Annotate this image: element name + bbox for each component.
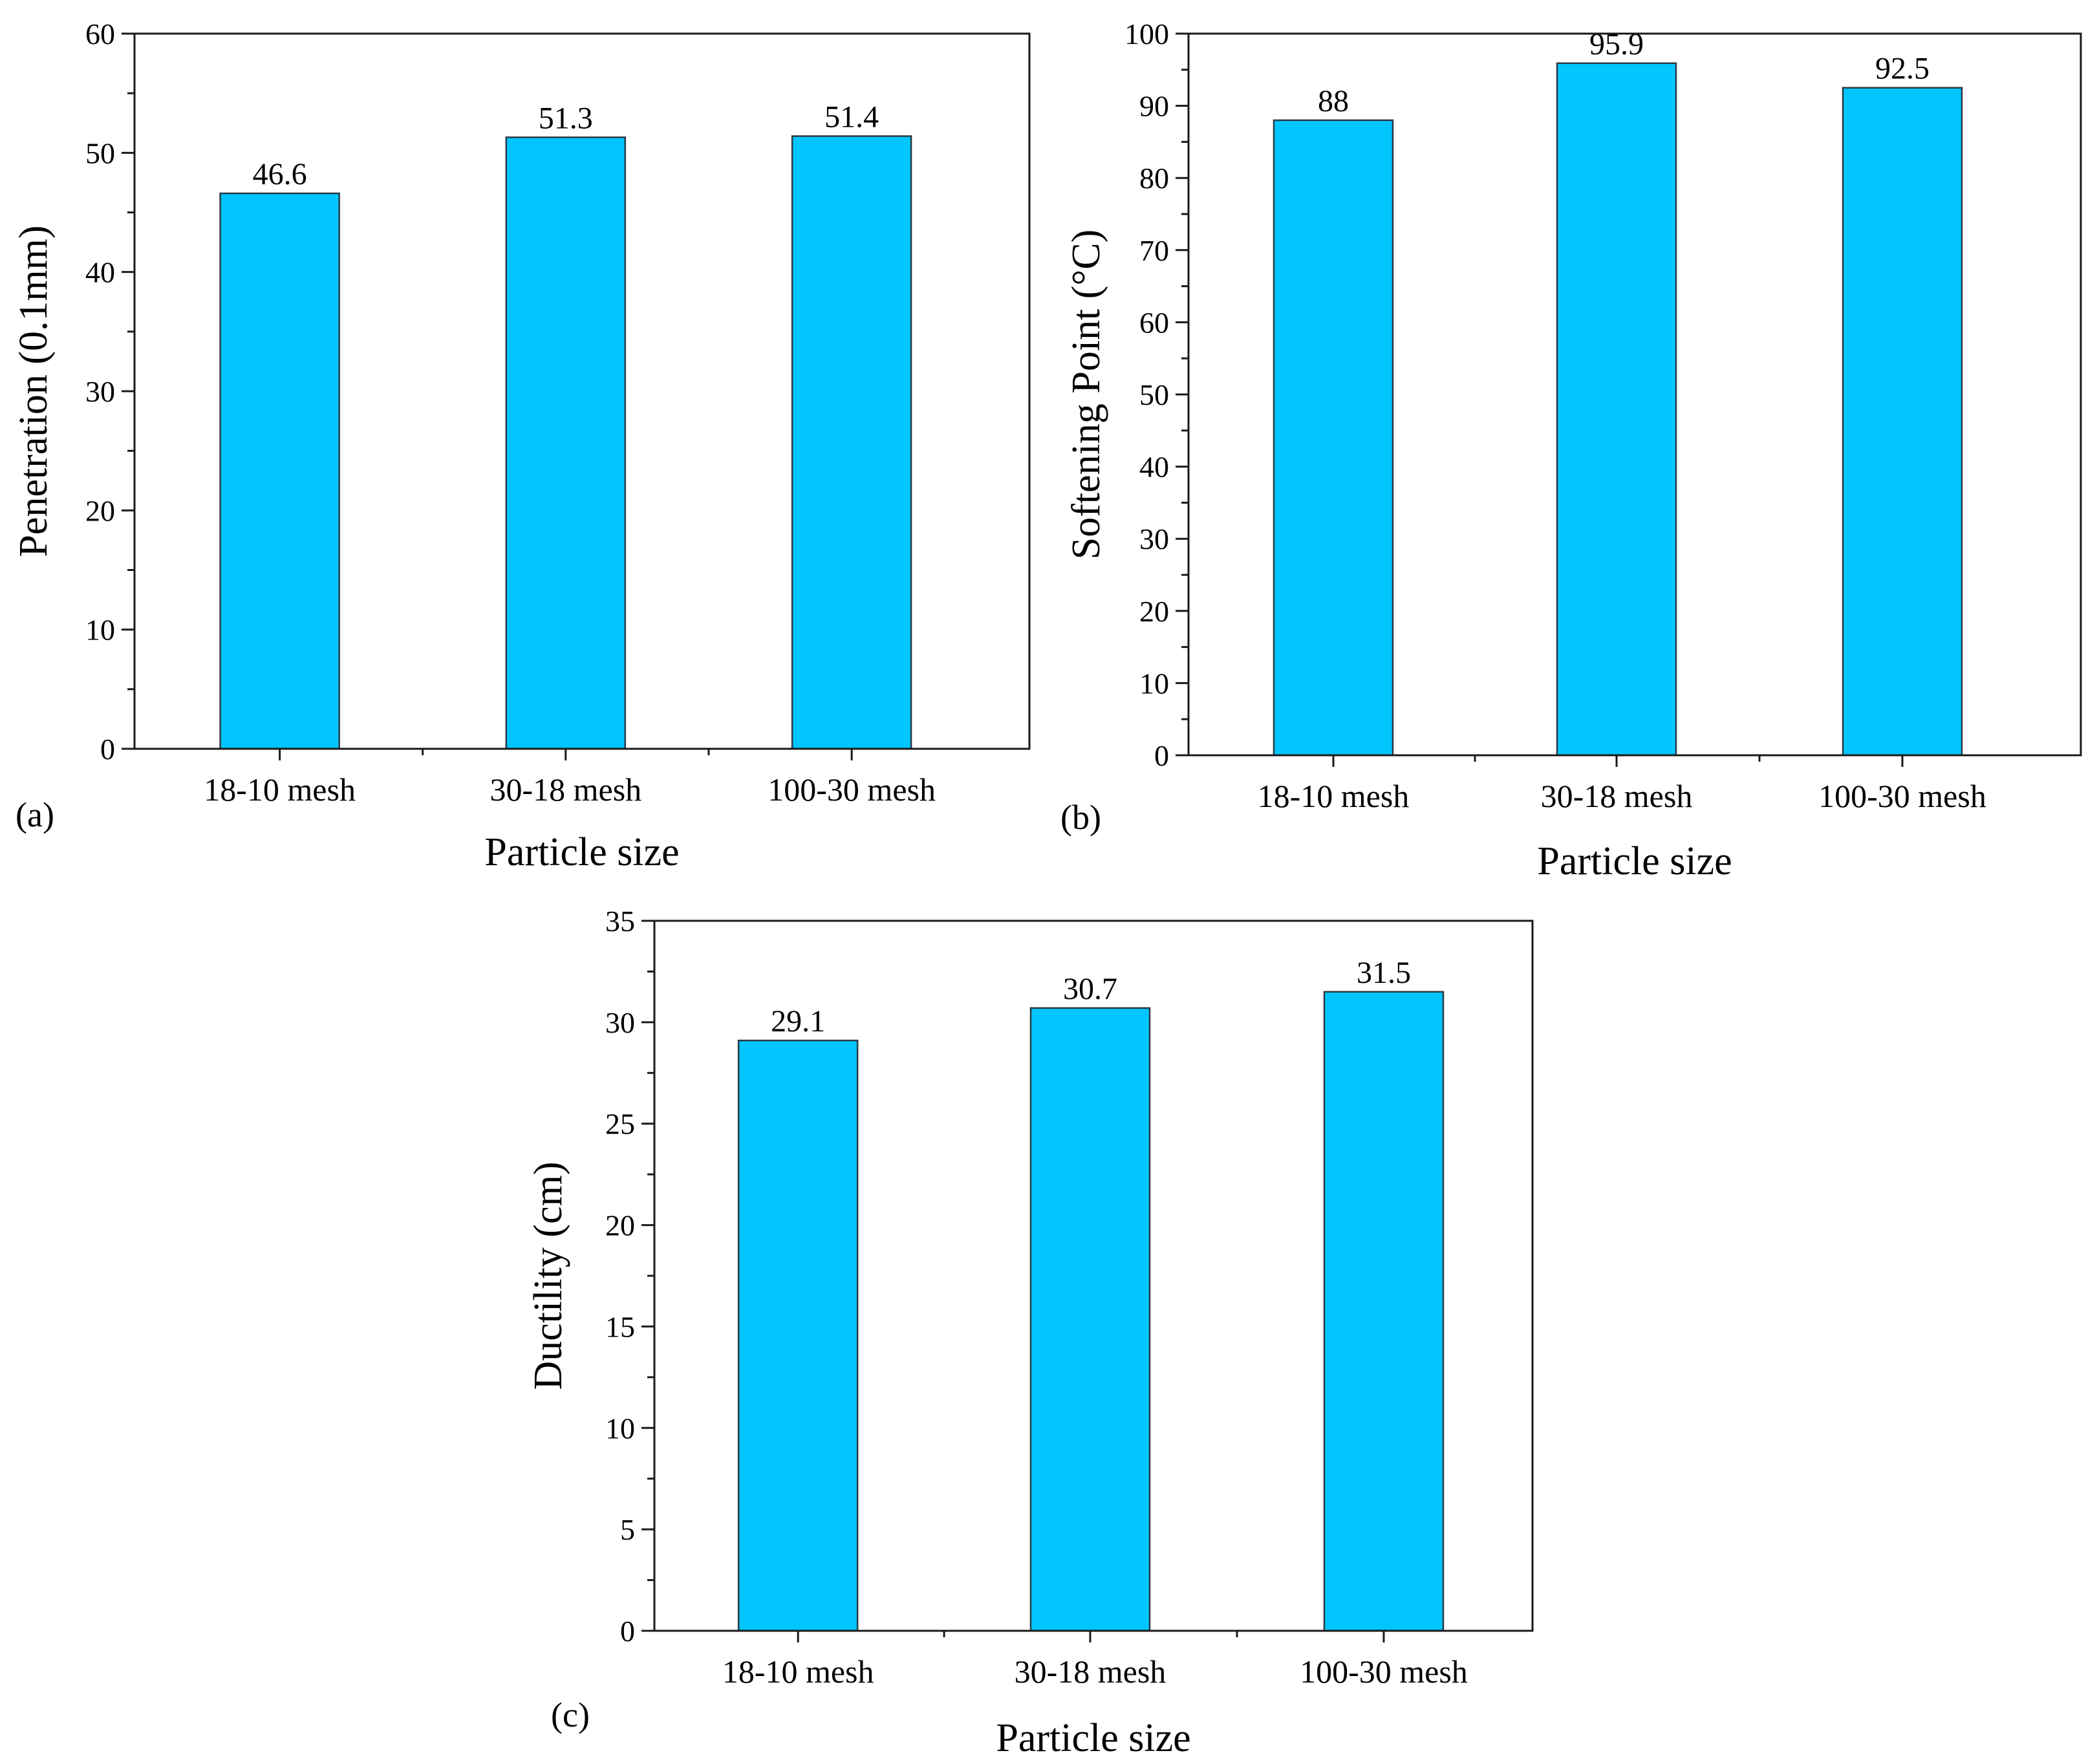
x-axis-title: Particle size bbox=[996, 1716, 1190, 1760]
y-tick-label-10: 10 bbox=[605, 1412, 635, 1445]
y-tick-label-10: 10 bbox=[85, 614, 115, 647]
y-tick-label-40: 40 bbox=[85, 256, 115, 289]
x-tick-label-3: 100-30 mesh bbox=[1300, 1653, 1468, 1690]
y-tick-label-90: 90 bbox=[1139, 90, 1169, 123]
y-tick-label-100: 100 bbox=[1124, 17, 1169, 50]
y-tick-label-5: 5 bbox=[620, 1513, 635, 1546]
y-tick-label-60: 60 bbox=[85, 17, 115, 50]
x-tick-label-3: 100-30 mesh bbox=[1818, 778, 1986, 814]
x-tick-label-2: 30-18 mesh bbox=[1541, 778, 1693, 814]
x-tick-label-1: 18-10 mesh bbox=[204, 771, 356, 808]
plot-frame bbox=[653, 920, 1534, 1632]
y-tick-label-0: 0 bbox=[1154, 739, 1169, 772]
y-tick-label-60: 60 bbox=[1139, 306, 1169, 339]
value-label-3: 51.4 bbox=[824, 100, 879, 134]
value-label-1: 29.1 bbox=[771, 1004, 825, 1038]
y-tick-label-20: 20 bbox=[85, 494, 115, 527]
x-tick-label-2: 30-18 mesh bbox=[1015, 1653, 1167, 1690]
bar-3 bbox=[791, 135, 912, 750]
plot-frame bbox=[133, 32, 1031, 750]
panel-b-softening-point-chart: 88 18-10 mesh 95.9 30-18 mesh 92.5 100-30 mes… bbox=[1060, 17, 2082, 883]
value-label-2: 51.3 bbox=[539, 101, 593, 135]
y-tick-label-10: 10 bbox=[1139, 667, 1169, 700]
bar-3 bbox=[1842, 87, 1963, 757]
value-label-1: 46.6 bbox=[253, 157, 307, 191]
x-tick-label-3: 100-30 mesh bbox=[768, 771, 936, 808]
y-tick-label-0: 0 bbox=[620, 1615, 635, 1648]
y-tick-label-50: 50 bbox=[85, 136, 115, 169]
panel-a-penetration-chart: 46.6 18-10 mesh 51.3 30-18 mesh 51.4 100-30 m… bbox=[12, 17, 1031, 874]
x-axis-title: Particle size bbox=[1537, 839, 1732, 883]
y-tick-label-15: 15 bbox=[605, 1310, 635, 1343]
y-tick-label-30: 30 bbox=[1139, 522, 1169, 555]
y-tick-label-30: 30 bbox=[85, 375, 115, 408]
x-axis-title: Particle size bbox=[484, 830, 679, 874]
panel-label: (a) bbox=[16, 795, 54, 834]
y-tick-label-35: 35 bbox=[605, 905, 635, 938]
bar-2 bbox=[1556, 62, 1677, 757]
panel-c-ductility-chart: 29.1 18-10 mesh 30.7 30-18 mesh 31.5 100-30 m… bbox=[526, 905, 1534, 1760]
y-tick-label-80: 80 bbox=[1139, 162, 1169, 195]
y-tick-label-40: 40 bbox=[1139, 451, 1169, 484]
value-label-3: 31.5 bbox=[1357, 956, 1411, 990]
y-axis-title: Softening Point (°C) bbox=[1064, 230, 1108, 559]
bar-1 bbox=[219, 192, 340, 750]
y-tick-label-30: 30 bbox=[605, 1006, 635, 1039]
panel-label: (c) bbox=[551, 1695, 590, 1734]
bar-1 bbox=[1273, 119, 1394, 757]
value-label-2: 30.7 bbox=[1063, 972, 1117, 1006]
y-tick-label-25: 25 bbox=[605, 1108, 635, 1141]
value-label-2: 95.9 bbox=[1589, 27, 1644, 61]
y-axis-title: Ductility (cm) bbox=[526, 1162, 570, 1390]
bar-2 bbox=[1029, 1007, 1151, 1632]
bar-1 bbox=[737, 1039, 859, 1632]
value-label-1: 88 bbox=[1318, 84, 1349, 118]
plot-frame bbox=[1187, 32, 2082, 757]
x-tick-label-1: 18-10 mesh bbox=[1258, 778, 1410, 814]
x-tick-label-1: 18-10 mesh bbox=[722, 1653, 874, 1690]
y-tick-label-20: 20 bbox=[1139, 595, 1169, 628]
y-tick-label-50: 50 bbox=[1139, 378, 1169, 411]
bar-2 bbox=[505, 136, 627, 750]
x-tick-label-2: 30-18 mesh bbox=[489, 771, 641, 808]
y-tick-label-70: 70 bbox=[1139, 234, 1169, 267]
panel-label: (b) bbox=[1060, 798, 1101, 837]
bar-3 bbox=[1323, 991, 1445, 1632]
y-tick-label-20: 20 bbox=[605, 1209, 635, 1242]
y-axis-title: Penetration (0.1mm) bbox=[12, 225, 56, 557]
value-label-3: 92.5 bbox=[1875, 52, 1930, 86]
y-tick-label-0: 0 bbox=[100, 733, 115, 766]
